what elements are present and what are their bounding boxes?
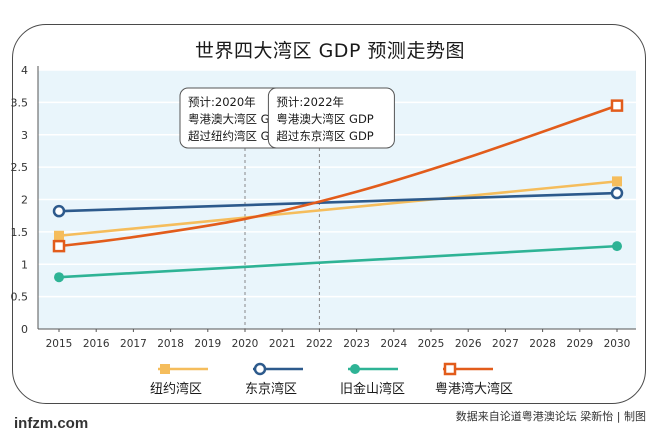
x-tick-label: 2030	[604, 338, 631, 350]
y-tick-label: 0	[21, 323, 28, 336]
chart-legend: 纽约湾区 东京湾区 旧金山湾区 粤港湾大湾区	[150, 360, 530, 400]
x-tick-label: 2021	[269, 338, 296, 350]
y-tick-label: 4	[21, 64, 28, 77]
x-tick-label: 2026	[455, 338, 482, 350]
y-tick-label: 0.5	[11, 291, 29, 304]
legend-swatch-sf	[348, 364, 398, 374]
x-tick-label: 2027	[492, 338, 519, 350]
data-point-marker	[610, 186, 624, 200]
x-tick-label: 2018	[157, 338, 184, 350]
legend-swatch-ny	[158, 364, 208, 374]
x-tick-label: 2017	[120, 338, 147, 350]
legend-label-sf: 旧金山湾区	[340, 382, 406, 397]
y-tick-label: 1.5	[11, 226, 29, 239]
data-point-marker	[610, 99, 624, 112]
legend-label-gba: 粤港湾大湾区	[435, 382, 514, 397]
y-tick-label: 3.5	[11, 96, 29, 109]
x-tick-label: 2019	[194, 338, 221, 350]
data-point-marker	[52, 204, 66, 218]
legend-label-tokyo: 东京湾区	[245, 382, 298, 397]
legend-item-gba: 粤港湾大湾区	[435, 360, 530, 400]
y-tick-label: 2	[21, 194, 28, 207]
y-tick-label: 2.5	[11, 161, 29, 174]
data-point-marker	[52, 239, 66, 253]
x-tick-label: 2016	[83, 338, 110, 350]
legend-item-sf: 旧金山湾区	[340, 360, 435, 400]
chart-title: 世界四大湾区 GDP 预测走势图	[195, 40, 465, 62]
legend-item-ny: 纽约湾区	[150, 360, 245, 400]
data-point-marker	[612, 241, 622, 252]
data-point-marker	[612, 176, 622, 187]
series-line-3	[58, 104, 618, 248]
legend-swatch-tokyo	[253, 362, 303, 376]
x-tick-label: 2022	[306, 338, 333, 350]
annotation-text: 粤港澳大湾区 GDP	[276, 112, 373, 126]
x-tick-label: 2015	[46, 338, 73, 350]
data-point-marker	[54, 230, 64, 241]
source-credit: 数据来自论道粤港澳论坛 梁新怡 | 制图	[455, 410, 646, 423]
annotation-text: 预计:2020年	[188, 95, 256, 109]
legend-item-tokyo: 东京湾区	[245, 360, 340, 400]
annotation-text: 超过纽约湾区 GDP	[188, 129, 285, 143]
brand-logo-text: infzm.com	[14, 415, 89, 432]
x-tick-label: 2024	[380, 338, 407, 350]
annotation-text: 预计:2022年	[276, 95, 344, 109]
data-point-marker	[54, 272, 64, 283]
annotation-text: 粤港澳大湾区 GDP	[188, 112, 285, 126]
y-tick-label: 3	[21, 129, 28, 142]
series-line-1	[58, 191, 618, 213]
series-line-2	[58, 244, 618, 279]
x-tick-label: 2020	[232, 338, 259, 350]
x-tick-label: 2025	[418, 338, 445, 350]
x-tick-label: 2023	[343, 338, 370, 350]
annotation-text: 超过东京湾区 GDP	[276, 129, 373, 143]
y-tick-label: 1	[21, 258, 28, 271]
x-tick-label: 2029	[566, 338, 593, 350]
legend-label-ny: 纽约湾区	[150, 382, 203, 397]
series-line-0	[58, 180, 618, 238]
legend-swatch-gba	[443, 362, 493, 376]
x-tick-label: 2028	[529, 338, 556, 350]
annotation-box	[267, 87, 395, 149]
